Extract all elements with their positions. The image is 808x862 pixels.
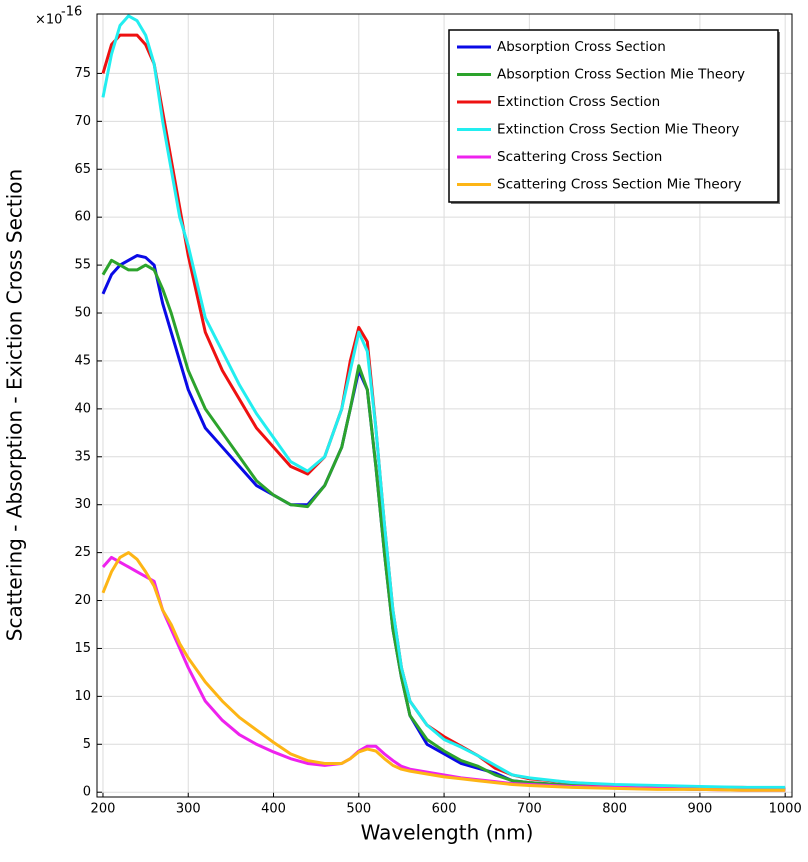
legend-label: Absorption Cross Section <box>497 39 666 55</box>
x-tick-label: 1000 <box>769 802 802 817</box>
y-multiplier-exponent: -16 <box>61 5 82 20</box>
legend-label: Absorption Cross Section Mie Theory <box>497 67 745 83</box>
x-tick-label: 400 <box>261 802 286 817</box>
x-tick-label: 300 <box>176 802 201 817</box>
y-tick-label: 55 <box>74 258 91 273</box>
data-line <box>101 258 786 791</box>
x-tick-label: 600 <box>432 802 457 817</box>
y-tick-label: 5 <box>83 737 91 752</box>
plot-frame <box>96 13 793 798</box>
x-tick-label: 500 <box>346 802 371 817</box>
legend-label: Scattering Cross Section Mie Theory <box>497 177 742 193</box>
y-tick-label: 20 <box>74 593 91 608</box>
x-tick-label: 900 <box>687 802 712 817</box>
y-tick-label: 65 <box>74 162 91 177</box>
legend-label: Scattering Cross Section <box>497 149 662 165</box>
y-tick-label: 15 <box>74 641 91 656</box>
y-tick-label: 10 <box>74 689 91 704</box>
data-line <box>101 14 786 789</box>
x-tick-label: 800 <box>602 802 627 817</box>
x-axis-label: Wavelength (nm) <box>361 821 534 845</box>
y-tick-label: 40 <box>74 401 91 416</box>
legend-label: Extinction Cross Section Mie Theory <box>497 122 739 138</box>
y-tick-label: 70 <box>74 114 91 129</box>
y-tick-label: 75 <box>74 66 91 81</box>
legend-box <box>448 29 779 203</box>
y-tick-label: 30 <box>74 497 91 512</box>
y-axis-label: Scattering - Absorption - Exiction Cross… <box>3 169 27 641</box>
y-tick-label: 25 <box>74 545 91 560</box>
x-tick-label: 200 <box>91 802 116 817</box>
y-tick-label: 60 <box>74 210 91 225</box>
x-tick-label: 700 <box>517 802 542 817</box>
y-tick-label: 50 <box>74 306 91 321</box>
y-tick-label: 35 <box>74 449 91 464</box>
y-tick-label: 0 <box>83 785 91 800</box>
data-line <box>101 551 786 792</box>
y-tick-label: 45 <box>74 353 91 368</box>
y-multiplier-base: ×10 <box>35 13 62 28</box>
legend-label: Extinction Cross Section <box>497 94 660 110</box>
